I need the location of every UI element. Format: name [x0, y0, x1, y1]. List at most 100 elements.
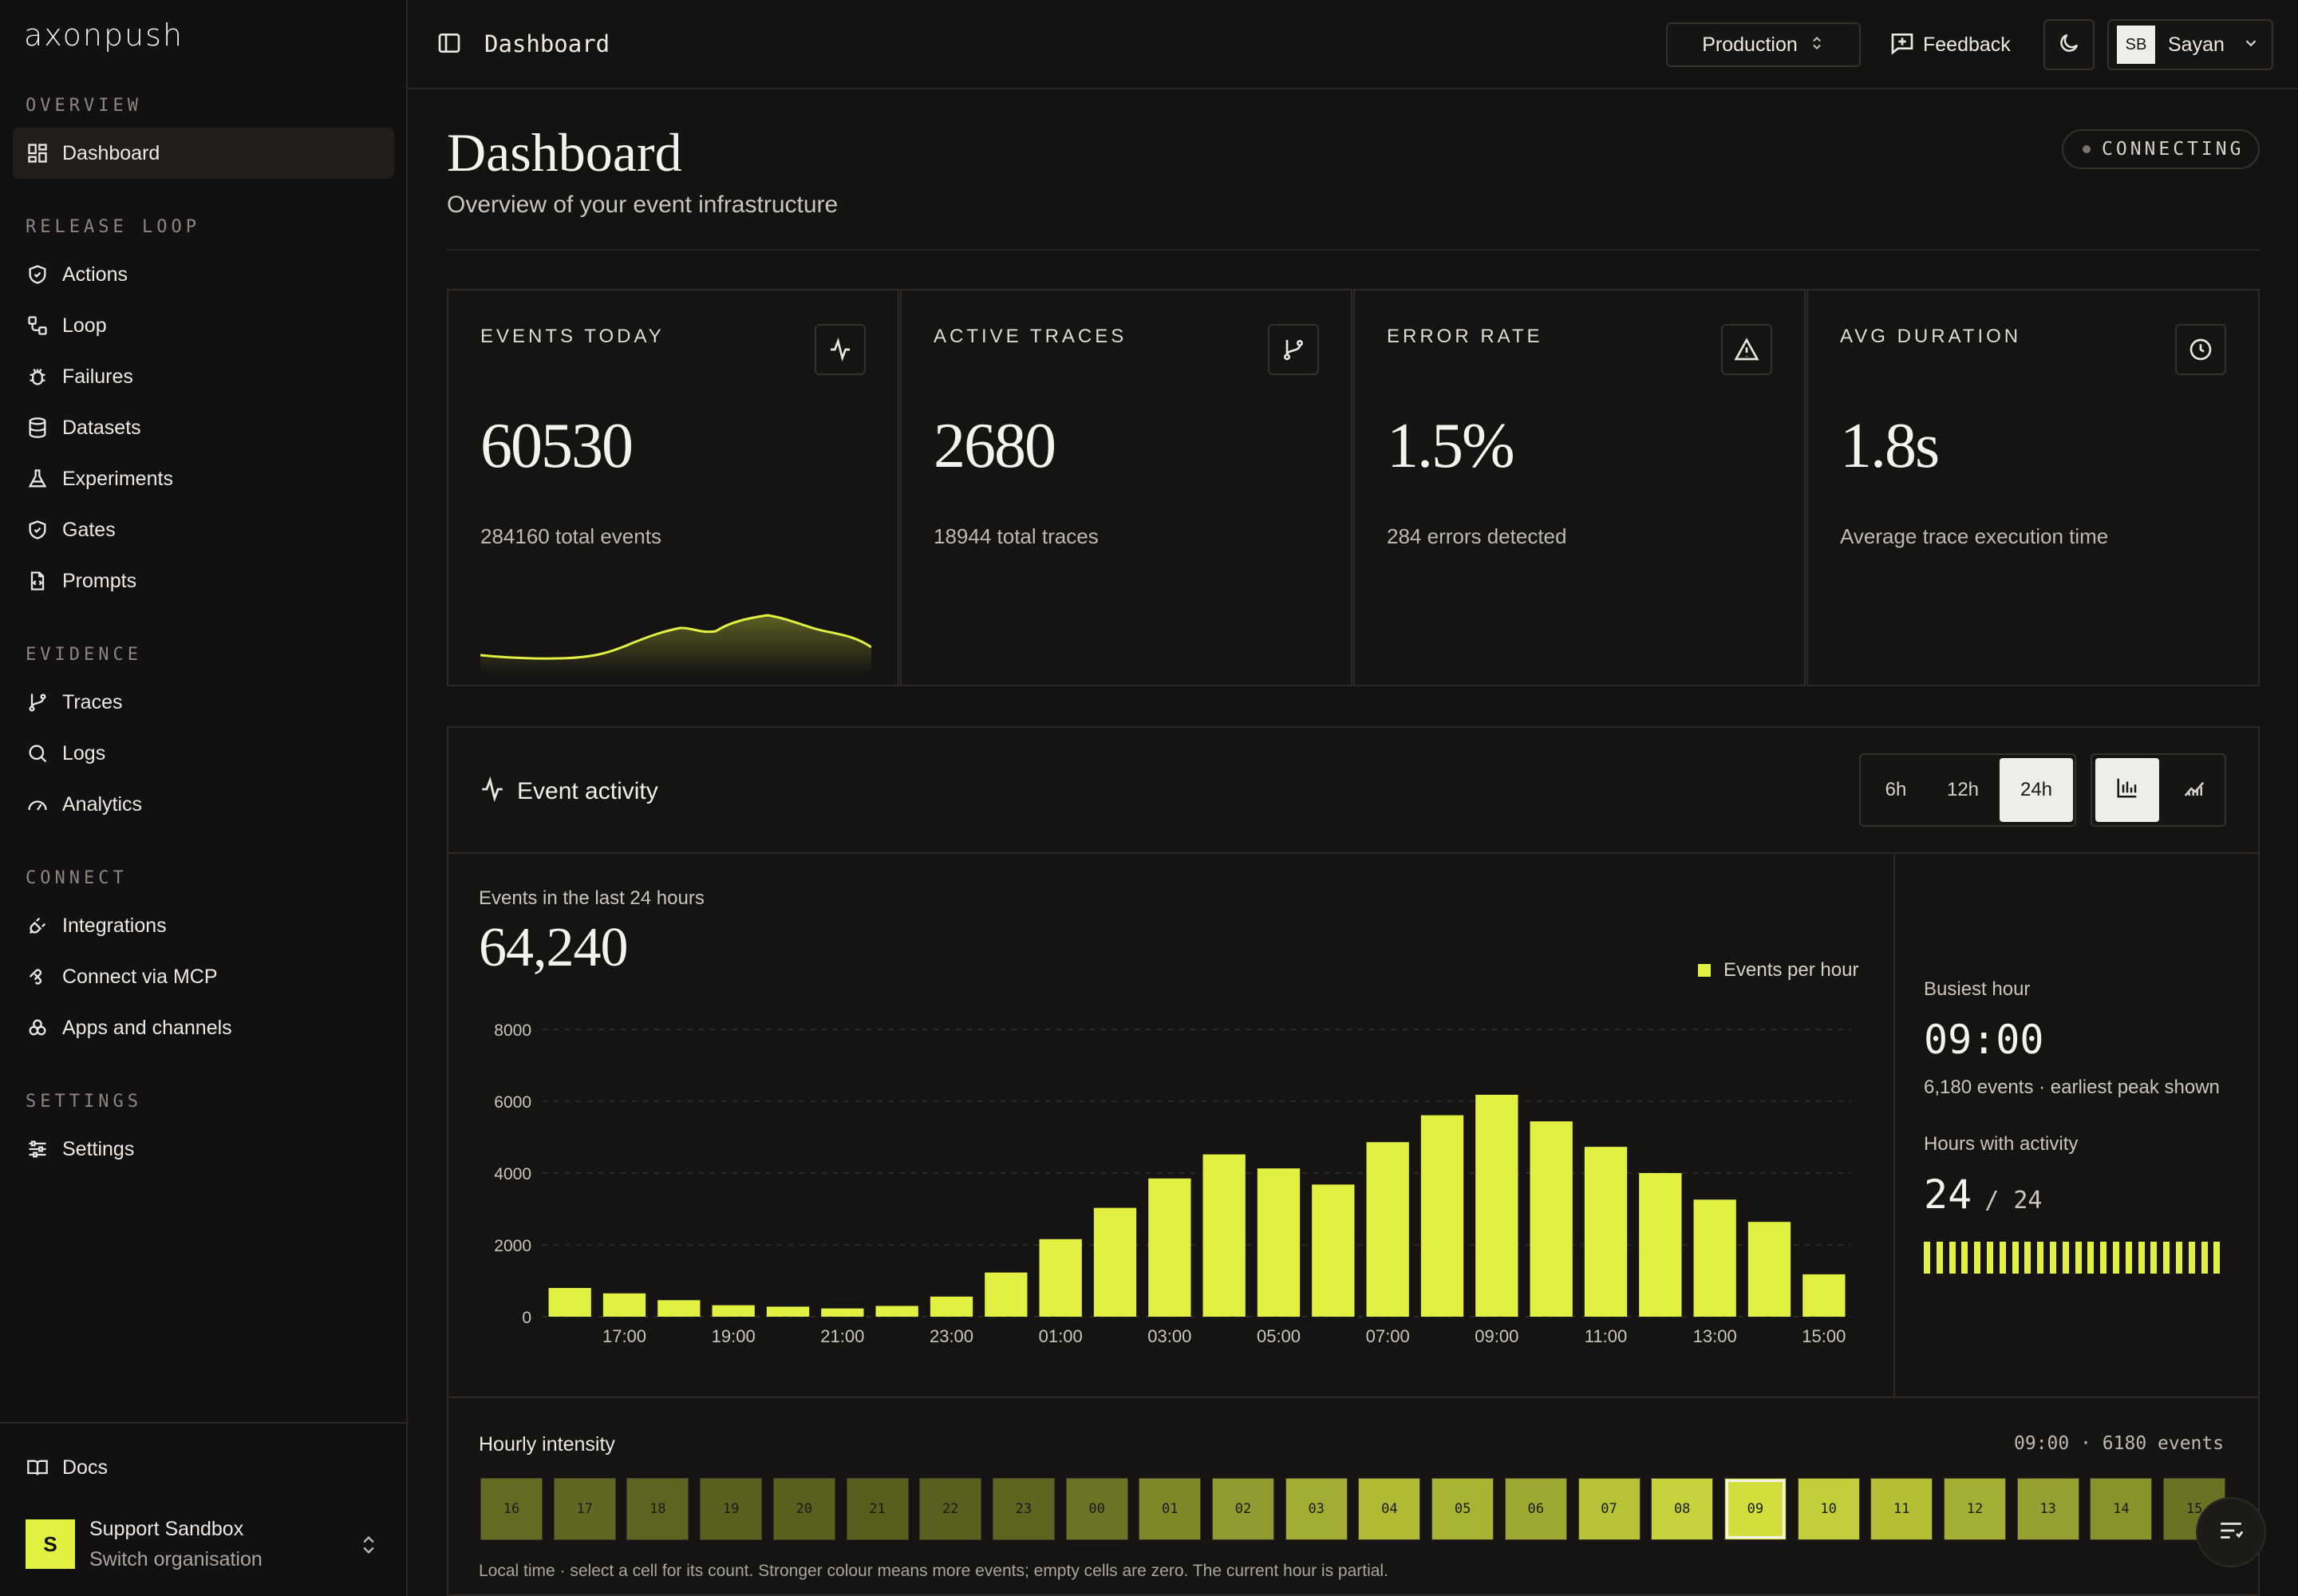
sidebar-toggle-icon[interactable]: [436, 30, 462, 60]
environment-select[interactable]: Production: [1666, 22, 1861, 67]
chart-bar[interactable]: [602, 1293, 646, 1317]
heat-cell[interactable]: 02: [1212, 1478, 1274, 1540]
hour-activity-tick: [1987, 1242, 1993, 1274]
hour-activity-tick: [2213, 1242, 2221, 1274]
heat-cell[interactable]: 10: [1797, 1478, 1860, 1540]
heat-cell[interactable]: 22: [919, 1478, 982, 1540]
chart-bar[interactable]: [1802, 1274, 1846, 1317]
heat-cell[interactable]: 19: [700, 1478, 763, 1540]
heat-cell[interactable]: 03: [1285, 1478, 1348, 1540]
heat-cell[interactable]: 06: [1504, 1478, 1567, 1540]
chart-bar[interactable]: [930, 1296, 973, 1317]
sidebar-item-prompts[interactable]: Prompts: [13, 555, 394, 606]
area-chart-toggle[interactable]: [2162, 758, 2226, 822]
sidebar-item-label: Loop: [62, 314, 107, 337]
heat-cell[interactable]: 21: [846, 1478, 909, 1540]
sidebar-item-loop[interactable]: Loop: [13, 300, 394, 351]
heat-cell[interactable]: 00: [1065, 1478, 1128, 1540]
chart-bar[interactable]: [712, 1305, 755, 1317]
y-tick-label: 6000: [494, 1093, 531, 1112]
heat-cell[interactable]: 07: [1577, 1478, 1641, 1540]
chart-bar[interactable]: [1475, 1094, 1518, 1317]
heat-cell[interactable]: 09: [1724, 1478, 1787, 1540]
sidebar-item-apps[interactable]: Apps and channels: [13, 1002, 394, 1053]
sidebar-item-failures[interactable]: Failures: [13, 351, 394, 402]
chart-bar[interactable]: [821, 1308, 864, 1317]
hour-activity-tick: [2176, 1242, 2182, 1274]
book-icon: [26, 1456, 49, 1479]
heat-cell[interactable]: 12: [1944, 1478, 2006, 1540]
range-24h-button[interactable]: 24h: [2000, 758, 2073, 822]
chart-bar[interactable]: [766, 1306, 810, 1317]
sidebar-item-experiments[interactable]: Experiments: [13, 453, 394, 504]
heat-cell[interactable]: 16: [480, 1478, 543, 1540]
hour-activity-tick: [2012, 1242, 2019, 1274]
chart-bar[interactable]: [875, 1306, 918, 1317]
heat-cell[interactable]: 23: [992, 1478, 1055, 1540]
heat-cell[interactable]: 11: [1870, 1478, 1933, 1540]
sidebar-item-actions[interactable]: Actions: [13, 249, 394, 300]
hour-activity-tick: [1961, 1242, 1968, 1274]
chart-summary-label: Events in the last 24 hours: [479, 887, 705, 909]
chart-bar[interactable]: [1148, 1178, 1191, 1317]
sidebar-item-traces[interactable]: Traces: [13, 677, 394, 728]
sidebar-item-gates[interactable]: Gates: [13, 504, 394, 555]
events-sparkline: [480, 614, 871, 674]
sidebar-item-logs[interactable]: Logs: [13, 728, 394, 779]
heat-cell[interactable]: 14: [2090, 1478, 2153, 1540]
chevrons-up-down-icon[interactable]: [357, 1532, 380, 1562]
chart-bar[interactable]: [1312, 1184, 1355, 1317]
chart-bar[interactable]: [1420, 1115, 1464, 1317]
theme-toggle-button[interactable]: [2043, 19, 2095, 70]
chart-bar[interactable]: [657, 1300, 701, 1317]
chart-bar[interactable]: [548, 1288, 591, 1317]
chart-bar[interactable]: [1530, 1121, 1573, 1317]
heat-cell[interactable]: 20: [772, 1478, 835, 1540]
chart-bar[interactable]: [1257, 1168, 1301, 1317]
sidebar-item-docs[interactable]: Docs: [13, 1442, 394, 1493]
stat-label: EVENTS TODAY: [480, 326, 665, 347]
chart-bar[interactable]: [1202, 1154, 1246, 1317]
area-chart-icon: [2182, 776, 2206, 805]
feedback-button[interactable]: Feedback: [1889, 30, 2011, 60]
bar-chart-toggle[interactable]: [2095, 758, 2159, 822]
chart-bar[interactable]: [1693, 1199, 1736, 1317]
range-6h-button[interactable]: 6h: [1885, 779, 1907, 800]
hour-activity-tick: [2150, 1242, 2158, 1274]
chart-bar[interactable]: [1039, 1238, 1082, 1317]
sidebar-item-mcp[interactable]: Connect via MCP: [13, 951, 394, 1002]
chart-bar[interactable]: [1747, 1222, 1791, 1317]
stat-value: 1.8s: [1840, 411, 1940, 481]
plug-icon: [26, 914, 49, 938]
heat-cell[interactable]: 17: [553, 1478, 616, 1540]
chart-bar[interactable]: [1366, 1142, 1409, 1317]
hour-activity-tick: [2188, 1242, 2195, 1274]
sidebar-item-analytics[interactable]: Analytics: [13, 779, 394, 830]
sidebar-item-dashboard[interactable]: Dashboard: [13, 128, 394, 179]
sidebar-item-datasets[interactable]: Datasets: [13, 402, 394, 453]
event-activity-heading: Event activity: [479, 776, 658, 807]
gauge-icon: [26, 792, 49, 816]
quick-actions-button[interactable]: [2196, 1497, 2266, 1567]
chart-legend: Events per hour: [1698, 959, 1858, 982]
chart-bar[interactable]: [985, 1272, 1028, 1317]
heat-cell[interactable]: 08: [1651, 1478, 1714, 1540]
heat-cell[interactable]: 05: [1431, 1478, 1494, 1540]
heat-cell[interactable]: 13: [2016, 1478, 2079, 1540]
sidebar-item-settings[interactable]: Settings: [13, 1124, 394, 1175]
range-12h-button[interactable]: 12h: [1946, 779, 1980, 800]
chart-bar[interactable]: [1093, 1207, 1137, 1317]
heat-cell[interactable]: 18: [626, 1478, 689, 1540]
busiest-hour-label: Busiest hour: [1924, 978, 2031, 1000]
heat-cell[interactable]: 04: [1358, 1478, 1421, 1540]
user-menu[interactable]: SB Sayan: [2107, 19, 2273, 70]
stat-card-avg-duration: AVG DURATION 1.8s Average trace executio…: [1806, 289, 2260, 686]
app-logo[interactable]: axonpush: [24, 18, 184, 53]
section-evidence: EVIDENCE: [26, 645, 142, 665]
chart-bar[interactable]: [1639, 1173, 1682, 1317]
heat-cell[interactable]: 01: [1139, 1478, 1202, 1540]
hour-activity-tick: [2024, 1242, 2031, 1274]
chart-bar[interactable]: [1584, 1147, 1628, 1317]
sidebar-item-integrations[interactable]: Integrations: [13, 900, 394, 951]
database-icon: [26, 416, 49, 440]
